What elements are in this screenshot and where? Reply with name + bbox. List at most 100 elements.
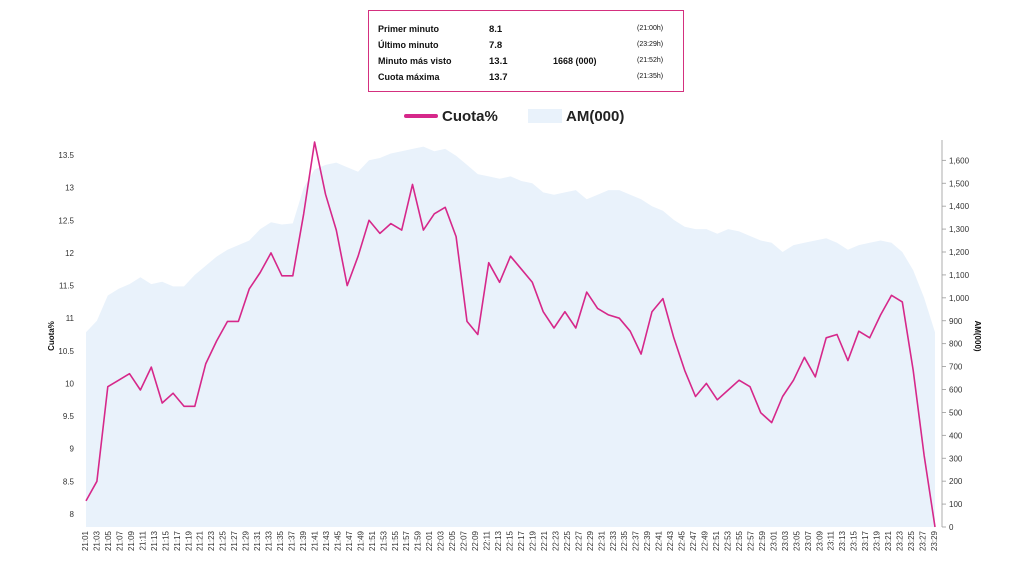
x-tick-label: 23:21 bbox=[884, 530, 893, 551]
x-tick-label: 21:31 bbox=[253, 530, 262, 551]
x-tick-label: 21:21 bbox=[196, 530, 205, 551]
x-tick-label: 22:03 bbox=[437, 530, 446, 551]
y-tick-right: 1,300 bbox=[949, 225, 970, 234]
x-tick-label: 22:47 bbox=[689, 530, 698, 551]
stat-extra: 1668 (000) bbox=[553, 56, 597, 66]
x-tick-label: 21:25 bbox=[219, 530, 228, 551]
x-tick-label: 21:39 bbox=[299, 530, 308, 551]
y-tick-left: 9.5 bbox=[63, 412, 75, 421]
x-tick-label: 23:03 bbox=[781, 530, 790, 551]
x-tick-label: 22:09 bbox=[471, 530, 480, 551]
x-axis: 21:01 21:03 21:05 21:07 21:09 21:11 21:13 21:15… bbox=[81, 530, 939, 551]
x-tick-label: 23:17 bbox=[861, 530, 870, 551]
x-tick-label: 21:01 bbox=[81, 530, 90, 551]
stat-value: 8.1 bbox=[489, 24, 503, 35]
right-axis: 0 100 200 300 400 500 600 700 800 900 1,000 1,100 1,… bbox=[941, 140, 970, 532]
legend-swatch-area bbox=[528, 109, 562, 123]
x-tick-label: 22:23 bbox=[551, 530, 560, 551]
y-tick-left: 8.5 bbox=[63, 477, 75, 486]
y-tick-left: 13.5 bbox=[58, 151, 74, 160]
legend-swatch-line bbox=[404, 114, 438, 118]
left-axis: 8 8.5 9 9.5 10 10.5 11 11.5 12 12.5 13 13.5 bbox=[58, 151, 74, 519]
x-tick-label: 21:17 bbox=[173, 530, 182, 551]
x-tick-label: 21:51 bbox=[368, 530, 377, 551]
x-tick-label: 21:23 bbox=[207, 530, 216, 551]
y-tick-right: 1,400 bbox=[949, 202, 970, 211]
x-tick-label: 21:13 bbox=[150, 530, 159, 551]
x-tick-label: 21:57 bbox=[402, 530, 411, 551]
area-layer bbox=[86, 146, 935, 527]
stat-label: Último minuto bbox=[378, 40, 439, 50]
chart-legend: Cuota% AM(000) bbox=[0, 106, 1024, 126]
x-tick-label: 21:47 bbox=[345, 530, 354, 551]
legend-item-cuota: Cuota% bbox=[404, 106, 498, 126]
x-tick-label: 22:15 bbox=[506, 530, 515, 551]
stat-time: (23:29h) bbox=[637, 41, 664, 48]
y-tick-right: 200 bbox=[949, 477, 963, 486]
x-tick-label: 21:05 bbox=[104, 530, 113, 551]
x-tick-label: 23:23 bbox=[896, 530, 905, 551]
x-tick-label: 22:01 bbox=[425, 530, 434, 551]
stat-value: 13.1 bbox=[489, 56, 508, 67]
x-tick-label: 22:25 bbox=[563, 530, 572, 551]
x-tick-label: 21:41 bbox=[310, 530, 319, 551]
y-tick-left: 10.5 bbox=[58, 347, 74, 356]
x-tick-label: 22:33 bbox=[609, 530, 618, 551]
x-tick-label: 21:53 bbox=[379, 530, 388, 551]
x-tick-label: 23:05 bbox=[792, 530, 801, 551]
y-tick-right: 300 bbox=[949, 454, 963, 463]
x-tick-label: 22:31 bbox=[597, 530, 606, 551]
x-tick-label: 21:09 bbox=[127, 530, 136, 551]
x-tick-label: 23:27 bbox=[919, 530, 928, 551]
stat-time: (21:00h) bbox=[637, 25, 664, 32]
legend-item-am: AM(000) bbox=[528, 106, 624, 126]
x-tick-label: 22:45 bbox=[678, 530, 687, 551]
stats-row-first-minute: Primer minuto 8.1 (21:00h) bbox=[369, 24, 683, 38]
y-tick-right: 900 bbox=[949, 317, 963, 326]
stat-label: Primer minuto bbox=[378, 24, 440, 34]
y-tick-right: 1,500 bbox=[949, 179, 970, 188]
x-tick-label: 23:15 bbox=[850, 530, 859, 551]
y-tick-right: 0 bbox=[949, 523, 954, 532]
am-area-series bbox=[86, 146, 935, 527]
x-tick-label: 22:17 bbox=[517, 530, 526, 551]
stats-row-max-share: Cuota máxima 13.7 (21:35h) bbox=[369, 72, 683, 86]
x-tick-label: 22:27 bbox=[574, 530, 583, 551]
y-tick-left: 11 bbox=[66, 314, 75, 323]
stat-time: (21:35h) bbox=[637, 73, 664, 80]
x-tick-label: 22:53 bbox=[723, 530, 732, 551]
x-tick-label: 22:43 bbox=[666, 530, 675, 551]
legend-label-cuota: Cuota% bbox=[442, 107, 498, 125]
x-tick-label: 21:43 bbox=[322, 530, 331, 551]
x-tick-label: 23:01 bbox=[769, 530, 778, 551]
x-tick-label: 22:07 bbox=[460, 530, 469, 551]
x-tick-label: 22:19 bbox=[528, 530, 537, 551]
x-tick-label: 21:15 bbox=[161, 530, 170, 551]
x-tick-label: 22:55 bbox=[735, 530, 744, 551]
x-tick-label: 21:33 bbox=[265, 530, 274, 551]
x-tick-label: 22:35 bbox=[620, 530, 629, 551]
stats-summary-box: Primer minuto 8.1 (21:00h) Último minuto… bbox=[368, 10, 684, 92]
x-tick-label: 21:11 bbox=[138, 530, 147, 550]
y-tick-right: 600 bbox=[949, 386, 963, 395]
stat-value: 7.8 bbox=[489, 40, 503, 51]
x-tick-label: 23:25 bbox=[907, 530, 916, 551]
y-tick-right: 1,100 bbox=[949, 271, 970, 280]
x-tick-label: 21:37 bbox=[288, 530, 297, 551]
x-tick-label: 22:05 bbox=[448, 530, 457, 551]
x-tick-label: 22:49 bbox=[701, 530, 710, 551]
x-tick-label: 21:07 bbox=[115, 530, 124, 551]
x-tick-label: 23:09 bbox=[815, 530, 824, 551]
x-tick-label: 21:59 bbox=[414, 530, 423, 551]
stats-row-most-watched: Minuto más visto 13.1 1668 (000) (21:52h… bbox=[369, 56, 683, 70]
stat-value: 13.7 bbox=[489, 72, 508, 83]
x-tick-label: 23:19 bbox=[873, 530, 882, 551]
y-tick-left: 12.5 bbox=[58, 216, 74, 225]
x-tick-label: 21:45 bbox=[333, 530, 342, 551]
x-tick-label: 21:29 bbox=[242, 530, 251, 551]
x-tick-label: 22:41 bbox=[655, 530, 664, 551]
y-tick-left: 8 bbox=[70, 510, 75, 519]
y-axis-title-right: AM(000) bbox=[973, 320, 982, 351]
x-tick-label: 22:21 bbox=[540, 530, 549, 551]
y-tick-left: 11.5 bbox=[59, 282, 75, 291]
